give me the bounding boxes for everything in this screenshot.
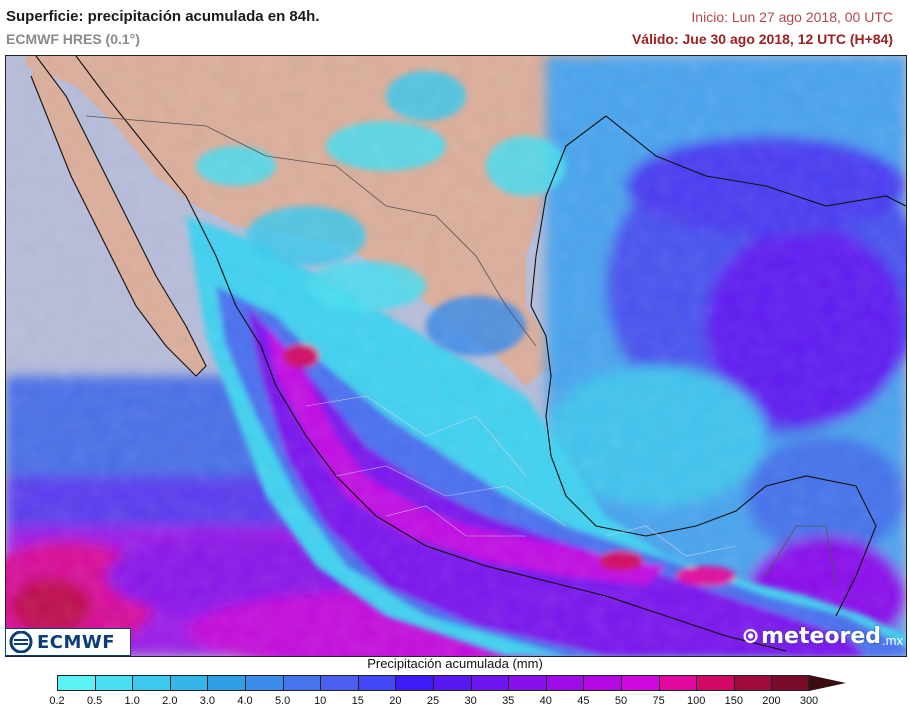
meteored-logo: meteored .mx (743, 618, 903, 654)
legend-swatch (94, 675, 133, 691)
legend-tick: 5.0 (274, 695, 291, 707)
legend-colorbar (57, 675, 809, 691)
legend-swatch (733, 675, 772, 691)
legend-swatch (658, 675, 697, 691)
ecmwf-logo-text: ECMWF (37, 631, 116, 653)
legend-tick: 1.0 (124, 695, 140, 707)
legend-tick: 30 (464, 695, 477, 707)
legend-tick: 200 (762, 695, 781, 707)
model-label: ECMWF HRES (0.1°) (6, 31, 140, 47)
legend-tick: 75 (652, 695, 665, 707)
valid-time: Válido: Jue 30 ago 2018, 12 UTC (H+84) (631, 31, 893, 47)
legend-swatch (583, 675, 621, 691)
legend-tick: 2.0 (162, 695, 178, 707)
legend-tick: 20 (389, 695, 402, 707)
legend-swatch (169, 675, 208, 691)
legend-swatch (320, 675, 358, 691)
legend-tick: 0.5 (86, 695, 103, 707)
legend-swatch (620, 675, 659, 691)
legend-tick: 50 (614, 695, 628, 707)
legend-tick: 0.2 (49, 695, 65, 707)
legend-tick: 300 (799, 695, 819, 707)
legend-swatch (207, 675, 245, 691)
legend-tick: 10 (314, 695, 327, 707)
legend-tick: 40 (539, 695, 552, 707)
legend-swatch (432, 675, 471, 691)
legend-swatch (282, 675, 321, 691)
map-title: Superficie: precipitación acumulada en 8… (6, 8, 320, 25)
legend-swatch (132, 675, 170, 691)
legend-tick: 25 (426, 695, 440, 707)
legend-swatch (57, 675, 95, 691)
title-block: Superficie: precipitación acumulada en 8… (6, 6, 319, 50)
meteored-mark-icon (743, 628, 758, 644)
legend-tick: 100 (687, 695, 706, 707)
legend-tick: 15 (351, 695, 364, 707)
meteored-logo-tld: .mx (882, 633, 903, 648)
legend-tick: 35 (502, 695, 515, 707)
legend-swatch (395, 675, 433, 691)
coastlines (30, 56, 906, 652)
legend-title: Precipitación acumulada (mm) (367, 656, 543, 671)
legend-swatch (357, 675, 396, 691)
legend-tick-labels: 0.2 0.5 1.0 2.0 3.0 4.0 5.0 10 15 20 25 30 35 40 45 50 7… (0, 695, 910, 709)
legend-tick: 45 (577, 695, 590, 707)
legend-swatch (470, 675, 509, 691)
precipitation-map (5, 55, 907, 657)
ecmwf-mark-icon (9, 631, 33, 653)
time-block: Inicio: Lun 27 ago 2018, 00 UTC Válido: … (632, 6, 893, 50)
legend-swatch (508, 675, 546, 691)
legend-swatch (545, 675, 584, 691)
legend-tick: 3.0 (199, 695, 216, 707)
ecmwf-logo: ECMWF (5, 628, 131, 656)
legend-overflow-arrow (809, 675, 846, 691)
legend-tick: 150 (724, 695, 743, 707)
meteored-logo-text: meteored (761, 623, 882, 649)
legend-swatch (244, 675, 283, 691)
legend-tick: 4.0 (237, 695, 253, 707)
state-borders (305, 395, 737, 557)
borders (85, 115, 837, 587)
legend-swatch (696, 675, 734, 691)
init-time: Inicio: Lun 27 ago 2018, 00 UTC (691, 9, 893, 25)
legend-swatch (771, 675, 809, 691)
